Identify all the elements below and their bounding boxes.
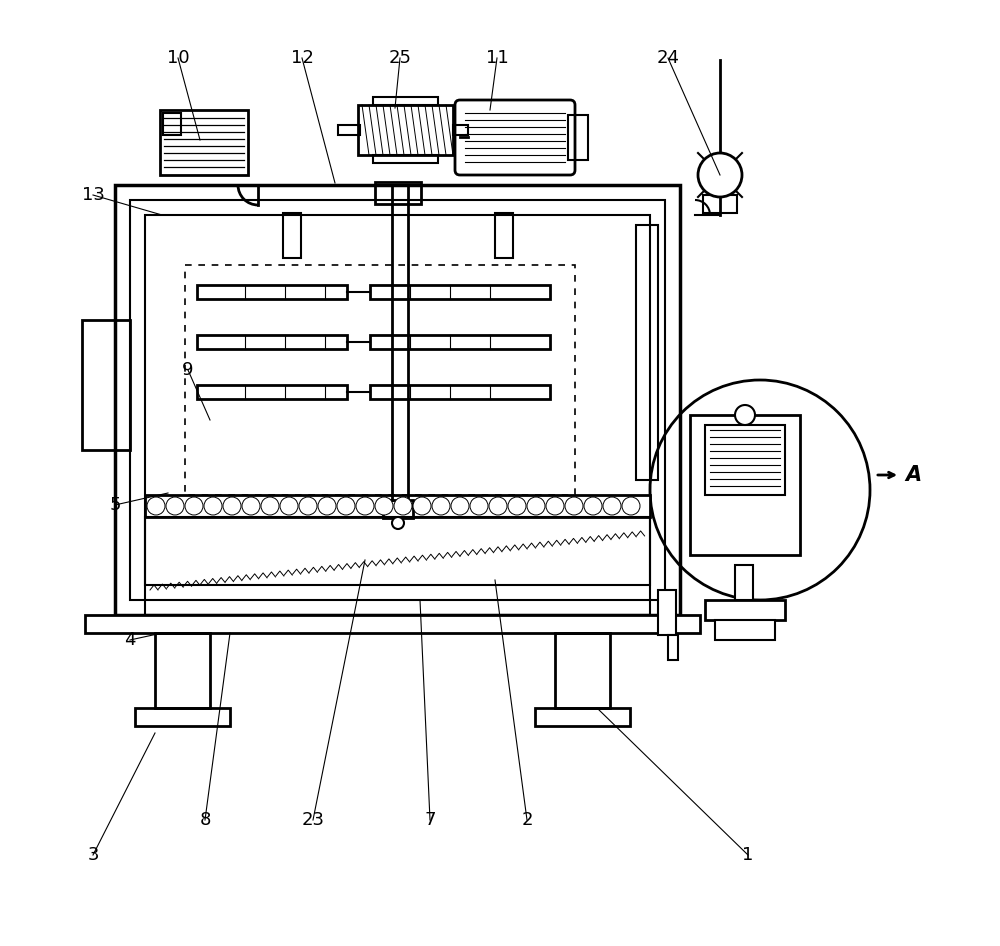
Circle shape <box>147 497 165 515</box>
Circle shape <box>527 497 545 515</box>
Bar <box>453 125 468 135</box>
Text: 1: 1 <box>742 846 754 864</box>
Bar <box>373 97 438 105</box>
FancyBboxPatch shape <box>455 100 575 175</box>
Bar <box>495 213 513 258</box>
Bar <box>160 110 248 175</box>
Circle shape <box>622 497 640 515</box>
Text: 5: 5 <box>109 496 121 514</box>
Circle shape <box>185 497 203 515</box>
Circle shape <box>584 497 602 515</box>
Text: 13: 13 <box>82 186 104 204</box>
Text: 24: 24 <box>656 49 680 67</box>
Bar <box>197 335 347 349</box>
Circle shape <box>223 497 241 515</box>
Text: 7: 7 <box>424 811 436 829</box>
Bar <box>658 590 676 635</box>
Bar <box>85 615 700 633</box>
Bar <box>82 320 130 450</box>
Text: 12: 12 <box>291 49 313 67</box>
Bar <box>358 105 453 155</box>
Bar <box>145 517 650 615</box>
Bar <box>703 195 737 213</box>
Bar <box>145 495 650 517</box>
Circle shape <box>650 380 870 600</box>
Bar <box>375 182 421 204</box>
Circle shape <box>356 497 374 515</box>
Bar <box>555 633 610 708</box>
Text: 2: 2 <box>521 811 533 829</box>
Circle shape <box>318 497 336 515</box>
Circle shape <box>432 497 450 515</box>
Circle shape <box>299 497 317 515</box>
Bar <box>155 633 210 708</box>
Circle shape <box>280 497 298 515</box>
Bar <box>185 265 575 495</box>
Circle shape <box>603 497 621 515</box>
Circle shape <box>261 497 279 515</box>
Circle shape <box>451 497 469 515</box>
Bar <box>197 385 347 399</box>
Bar <box>197 285 347 299</box>
Text: 25: 25 <box>388 49 412 67</box>
Circle shape <box>204 497 222 515</box>
Circle shape <box>489 497 507 515</box>
Bar <box>145 215 650 585</box>
Text: 9: 9 <box>182 361 194 379</box>
Text: 8: 8 <box>199 811 211 829</box>
Bar <box>338 125 360 135</box>
Text: 23: 23 <box>302 811 324 829</box>
Circle shape <box>375 497 393 515</box>
Text: 10: 10 <box>167 49 189 67</box>
Text: 11: 11 <box>486 49 508 67</box>
Bar <box>370 335 550 349</box>
Circle shape <box>392 517 404 529</box>
Bar <box>373 155 438 163</box>
Bar <box>283 213 301 258</box>
Circle shape <box>735 405 755 425</box>
Bar <box>568 115 588 160</box>
Bar <box>705 600 785 620</box>
Bar <box>735 565 753 600</box>
Bar <box>715 620 775 640</box>
Bar <box>163 113 181 135</box>
Circle shape <box>470 497 488 515</box>
Bar <box>535 708 630 726</box>
Bar <box>370 285 550 299</box>
Circle shape <box>242 497 260 515</box>
Circle shape <box>546 497 564 515</box>
Bar <box>690 415 800 555</box>
Bar <box>705 425 785 495</box>
Bar <box>115 185 680 615</box>
Bar <box>135 708 230 726</box>
Circle shape <box>565 497 583 515</box>
Bar <box>130 200 665 600</box>
Circle shape <box>698 153 742 197</box>
Circle shape <box>166 497 184 515</box>
Circle shape <box>508 497 526 515</box>
Circle shape <box>337 497 355 515</box>
Text: 4: 4 <box>124 631 136 649</box>
Bar <box>370 385 550 399</box>
Bar <box>383 500 413 518</box>
Bar <box>636 225 658 480</box>
Bar <box>668 635 678 660</box>
Circle shape <box>413 497 431 515</box>
Circle shape <box>394 497 412 515</box>
Text: 3: 3 <box>87 846 99 864</box>
Text: A: A <box>905 465 921 485</box>
